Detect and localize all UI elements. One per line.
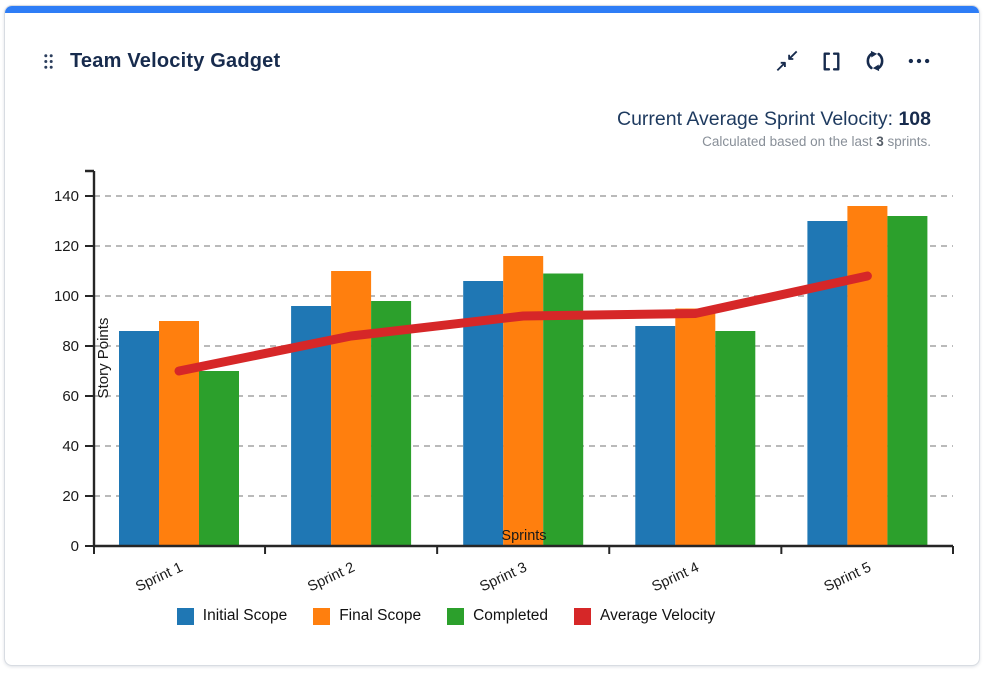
collapse-icon: ↙ ↗	[775, 47, 799, 75]
velocity-summary-main: Current Average Sprint Velocity: 108	[617, 108, 931, 131]
legend-label: Completed	[473, 607, 549, 624]
bar-sprint-1-final-scope	[159, 321, 199, 546]
legend-item-final-scope: Final Scope	[313, 607, 421, 625]
y-tick-label: 40	[62, 438, 79, 455]
velocity-summary-value: 108	[898, 108, 931, 130]
bar-sprint-4-initial-scope	[635, 326, 676, 546]
y-tick-label: 60	[62, 388, 79, 405]
legend-swatch	[313, 607, 331, 625]
bar-sprint-5-completed	[887, 216, 928, 546]
legend-swatch	[176, 607, 194, 625]
refresh-icon	[866, 50, 884, 72]
x-tick-label: Sprint 2	[305, 560, 357, 596]
bar-sprint-2-final-scope	[331, 271, 372, 546]
legend-swatch	[574, 607, 592, 625]
x-tick-label: Sprint 1	[133, 560, 185, 596]
y-tick-label: 100	[54, 288, 79, 305]
x-tick-label: Sprint 3	[477, 560, 529, 596]
bar-sprint-1-initial-scope	[119, 331, 159, 546]
gadget-toolbar: ↙ ↗	[772, 46, 934, 76]
bar-sprint-5-final-scope	[847, 206, 888, 546]
refresh-button[interactable]	[860, 46, 890, 76]
bar-sprint-4-completed	[715, 331, 756, 546]
velocity-chart: 0 20 40 60 80 100 120 140 Sprint 1 Sprint 2 Sprint…	[54, 169, 954, 596]
gadget-header: Team Velocity Gadget	[43, 50, 280, 73]
legend-item-completed: Completed	[447, 607, 548, 625]
y-tick-label: 140	[54, 188, 79, 205]
legend-swatch	[447, 607, 465, 625]
velocity-gadget-card: Team Velocity Gadget ↙ ↗	[4, 5, 980, 666]
fullscreen-icon	[823, 51, 839, 71]
y-tick-label: 80	[62, 338, 79, 355]
bar-sprint-2-completed	[371, 301, 412, 546]
legend-label: Initial Scope	[202, 607, 288, 624]
legend-item-initial-scope: Initial Scope	[176, 607, 288, 625]
legend-label: Average Velocity	[600, 607, 716, 624]
collapse-button[interactable]: ↙ ↗	[772, 46, 802, 76]
bar-sprint-4-final-scope	[675, 308, 716, 546]
y-tick-label: 0	[71, 538, 79, 555]
average-velocity-line	[174, 271, 872, 376]
y-tick-label: 20	[62, 488, 79, 505]
x-tick-label: Sprint 4	[650, 560, 702, 596]
fullscreen-button[interactable]	[816, 46, 846, 76]
velocity-summary-note: Calculated based on the last 3 sprints.	[702, 134, 931, 149]
y-axis-title: Story Points	[95, 318, 112, 399]
velocity-summary-label: Current Average Sprint Velocity:	[616, 108, 899, 130]
more-button[interactable]	[904, 46, 934, 76]
legend-label: Final Scope	[339, 607, 422, 624]
more-icon	[908, 58, 930, 64]
bar-sprint-3-final-scope	[503, 256, 544, 546]
bar-sprint-1-completed	[199, 371, 239, 546]
card-accent-bar	[5, 6, 979, 13]
gadget-title: Team Velocity Gadget	[70, 50, 281, 72]
bar-sprint-5-initial-scope	[807, 221, 848, 546]
x-tick-label: Sprint 5	[822, 560, 874, 596]
velocity-summary: Current Average Sprint Velocity: 108 Cal…	[617, 108, 931, 149]
x-axis-title: Sprints	[501, 528, 546, 544]
y-tick-label: 120	[54, 238, 79, 255]
legend-item-average-velocity: Average Velocity	[574, 607, 715, 625]
chart-legend: Initial Scope Final Scope Completed Average…	[5, 607, 887, 625]
drag-handle-icon[interactable]	[43, 53, 54, 70]
